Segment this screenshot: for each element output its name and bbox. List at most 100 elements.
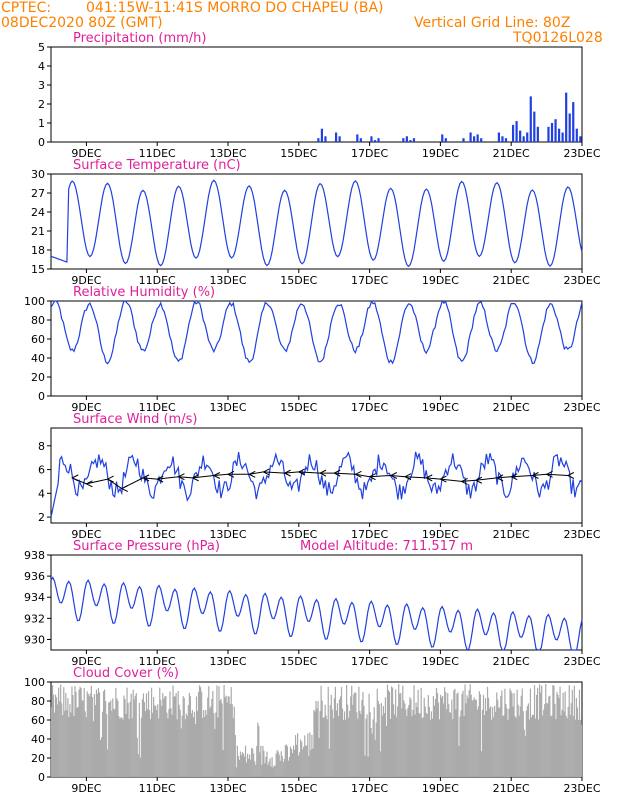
precipitation-bar <box>550 123 554 142</box>
cloud-cover-bar <box>52 694 55 777</box>
cloud-cover-bar <box>545 684 547 777</box>
cloud-cover-bar <box>128 719 130 777</box>
cloud-cover-bar <box>93 694 95 777</box>
cloud-cover-bar <box>244 745 247 777</box>
cloud-cover-bar <box>148 710 151 777</box>
cloud-cover-bar <box>432 696 435 777</box>
cloud-cover-bar <box>137 754 139 777</box>
precipitation-bar <box>412 138 416 142</box>
cloud-cover-bar <box>439 694 442 777</box>
cloud-cover-bar <box>309 732 311 777</box>
pressure-ytick-label: 932 <box>24 612 45 625</box>
cloud-cover-bar <box>147 691 150 777</box>
precipitation-bar <box>497 132 501 142</box>
cloud-cover-bar <box>259 752 261 777</box>
wind-arrow <box>495 474 504 482</box>
cloud-cover-bar <box>266 751 268 777</box>
cloud-cover-bar <box>240 755 243 777</box>
precipitation-xtick-label: 15DEC <box>280 147 317 160</box>
cloud-cover-bar <box>117 700 119 777</box>
cloud-cover-bar <box>532 714 535 777</box>
humidity-xtick-label: 15DEC <box>280 401 317 414</box>
wind-arrow <box>531 472 539 479</box>
cloud-cover-bar <box>73 716 75 777</box>
cloud-cover-bar <box>260 745 262 777</box>
cloud-cover-bar <box>188 692 190 777</box>
cloud-cover-bar <box>222 750 224 777</box>
cloud-cover-bar <box>324 704 326 777</box>
cloud-cover-bar <box>466 695 468 777</box>
precipitation-bar <box>504 138 508 142</box>
cloud-cover-bar <box>194 724 197 777</box>
cloud-cover-bar <box>373 707 375 777</box>
humidity-ytick-label: 40 <box>31 352 45 365</box>
precipitation-xtick-label: 9DEC <box>71 147 101 160</box>
cloud-cover-bar <box>318 738 320 777</box>
cloud-cover-bar <box>560 715 562 777</box>
precipitation-bar <box>480 138 483 142</box>
cloud-cover-bar <box>76 707 78 777</box>
cloud-cover-bar <box>433 705 436 777</box>
precipitation-bar <box>547 126 550 142</box>
cloud-cover-bar <box>349 710 351 777</box>
cloud-cover-bar <box>461 694 463 777</box>
cloud-cover-bar <box>427 695 429 777</box>
cloud-cover-bar <box>226 702 228 777</box>
cloud-cover-bar <box>119 718 121 777</box>
cloud-cover-bar <box>522 711 524 777</box>
cloud-cover-bar <box>213 713 215 777</box>
precipitation-bar <box>441 134 444 142</box>
cloud-cover-bar <box>56 697 58 777</box>
cloud-cover-bar <box>87 693 89 777</box>
cloud-cover-bar <box>230 686 232 777</box>
pressure-xtick-label: 17DEC <box>351 655 388 668</box>
cloud-cover-bar <box>123 695 125 777</box>
cloud-cover-bar <box>192 717 195 777</box>
precipitation-bar <box>359 138 362 142</box>
temperature-xtick-label: 15DEC <box>280 274 317 287</box>
cloud-cover-bar <box>306 745 308 777</box>
cloud-cover-bar <box>414 714 416 777</box>
cloud-cover-bar <box>317 701 319 777</box>
cloud-cover-bar <box>468 690 470 777</box>
humidity-xtick-label: 17DEC <box>351 401 388 414</box>
cloud-cover-bar <box>131 718 133 777</box>
cloud-cover-bar <box>428 706 430 777</box>
pressure-xtick-label: 9DEC <box>71 655 101 668</box>
humidity-ytick-label: 0 <box>38 390 45 403</box>
cloud-cover-bar <box>315 700 317 777</box>
cloud-cover-bar <box>140 717 142 777</box>
cloud-cover-bar <box>562 692 564 777</box>
cloud-cover-bar <box>207 697 209 777</box>
cloud-cover-bar <box>185 713 187 777</box>
cloud-cover-bar <box>391 687 394 777</box>
cloud-cover-bar <box>165 696 167 777</box>
cloud-cover-bar <box>556 691 558 777</box>
wind-title: Surface Wind (m/s) <box>73 412 197 427</box>
cloud-cover-bar <box>238 759 241 777</box>
humidity-plot-frame <box>50 300 583 397</box>
cloud-cover-bar <box>168 709 170 777</box>
precipitation-bar <box>511 124 515 142</box>
cloud-cover-bar <box>541 685 543 777</box>
cloud-cover-bar <box>361 700 363 777</box>
cloud-cover-bar <box>115 688 117 777</box>
cloud-cover-bar <box>202 718 204 777</box>
cloud-cover-bar <box>543 709 545 777</box>
cloud-cover-bar <box>457 692 459 777</box>
cloud-cover-bar <box>249 754 251 777</box>
precipitation-bar <box>338 136 341 142</box>
humidity-xtick-label: 13DEC <box>209 401 246 414</box>
wind-arrow <box>460 477 468 485</box>
cloud-cover-bar <box>167 718 169 777</box>
wind-xtick-label: 21DEC <box>493 528 530 541</box>
cloud-cover-bar <box>312 748 314 777</box>
precipitation-bar <box>522 136 525 142</box>
cloud-cover-bar <box>568 685 570 777</box>
wind-arrow <box>226 470 235 478</box>
wind-arrow <box>141 474 150 482</box>
temperature-panel: Surface Temperature (nC) 15 18 21 24 27 30 9DEC… <box>31 158 601 287</box>
cloud-cover-bar <box>475 699 477 777</box>
cloud-cover-bar <box>382 706 384 777</box>
cloud-cover-bar <box>336 703 339 777</box>
